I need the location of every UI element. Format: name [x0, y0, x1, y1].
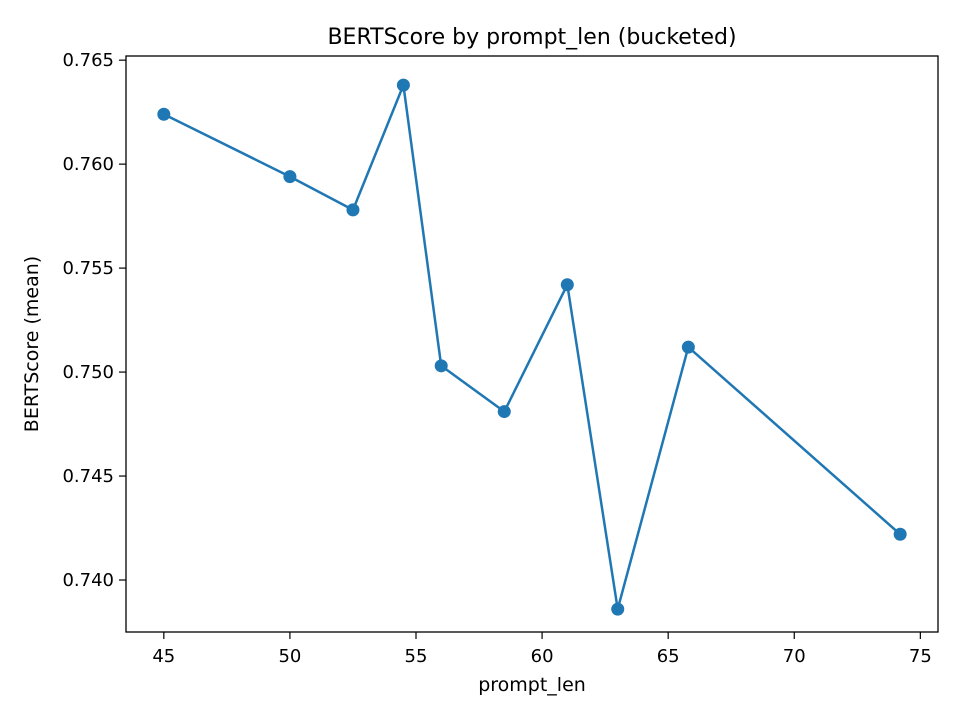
plot-area	[157, 78, 907, 616]
data-point	[893, 527, 907, 541]
data-point	[434, 359, 448, 373]
y-tick-label: 0.750	[62, 362, 114, 383]
y-tick-label: 0.740	[62, 570, 114, 591]
x-tick-label: 70	[783, 646, 806, 667]
x-tick-label: 55	[405, 646, 428, 667]
x-axis: 45 50 55 60 65 70 75	[152, 632, 932, 667]
data-point	[560, 278, 574, 292]
data-point	[283, 170, 297, 184]
y-tick-label: 0.765	[62, 50, 114, 71]
x-axis-label: prompt_len	[478, 674, 586, 696]
series-line	[163, 83, 902, 611]
x-tick-label: 65	[657, 646, 680, 667]
axes-frame	[125, 55, 939, 633]
x-tick-label: 50	[278, 646, 301, 667]
chart-title: BERTScore by prompt_len (bucketed)	[327, 25, 736, 50]
y-axis: 0.740 0.745 0.750 0.755 0.760 0.765	[62, 50, 126, 591]
y-tick-label: 0.745	[62, 466, 114, 487]
x-tick-label: 45	[152, 646, 175, 667]
y-tick-label: 0.760	[62, 154, 114, 175]
y-tick-label: 0.755	[62, 258, 114, 279]
data-point	[497, 405, 511, 419]
data-point	[681, 340, 695, 354]
x-tick-label: 60	[531, 646, 554, 667]
y-axis-label: BERTScore (mean)	[21, 256, 43, 432]
x-tick-label: 75	[909, 646, 932, 667]
data-point	[346, 203, 360, 217]
data-point	[396, 78, 410, 92]
data-point	[611, 602, 625, 616]
data-point	[157, 107, 171, 121]
